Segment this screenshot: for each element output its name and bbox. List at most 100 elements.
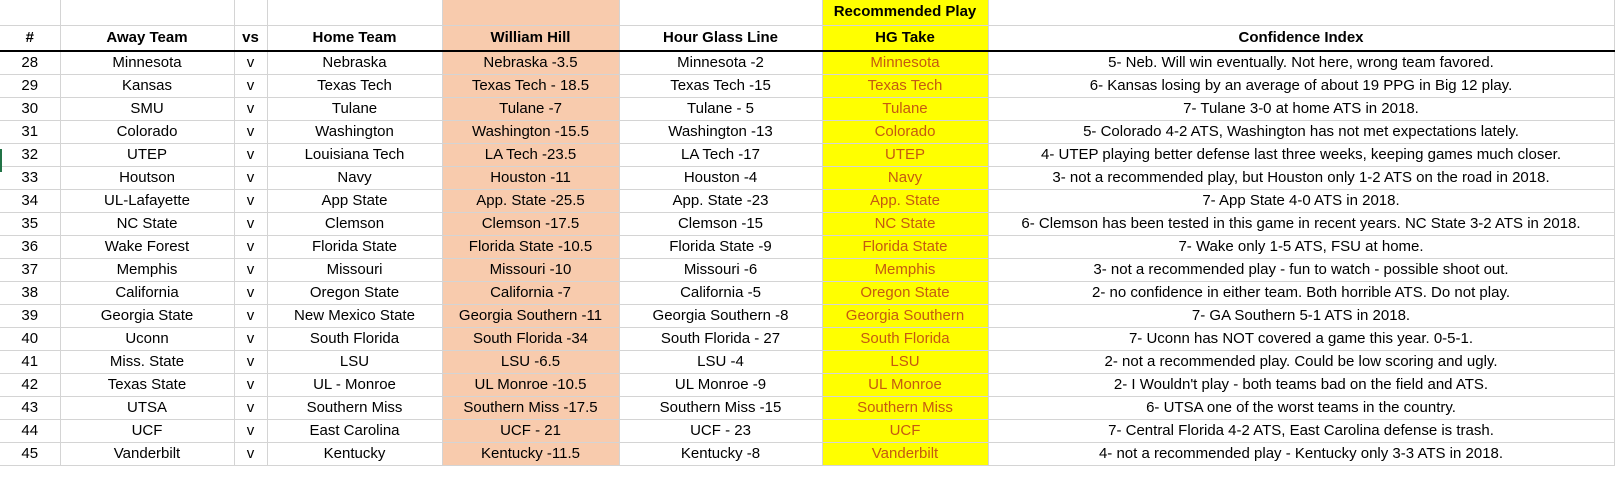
cell-home-team[interactable]: South Florida (267, 327, 443, 351)
cell-william-hill[interactable]: UL Monroe -10.5 (442, 373, 620, 397)
cell-confidence-index[interactable]: 7- Wake only 1-5 ATS, FSU at home. (988, 235, 1615, 259)
cell[interactable] (619, 0, 823, 26)
cell-away-team[interactable]: Minnesota (60, 51, 235, 75)
cell-confidence-index[interactable]: 3- not a recommended play, but Houston o… (988, 166, 1615, 190)
cell-home-team[interactable]: Tulane (267, 97, 443, 121)
cell-home-team[interactable]: App State (267, 189, 443, 213)
cell-hg-take[interactable]: UCF (822, 419, 989, 443)
cell-hg-take[interactable]: Oregon State (822, 281, 989, 305)
header-hg-take[interactable]: HG Take (822, 25, 989, 52)
cell-num[interactable]: 29 (0, 74, 61, 98)
cell-hg-take[interactable]: App. State (822, 189, 989, 213)
cell-home-team[interactable]: Washington (267, 120, 443, 144)
cell-vs[interactable]: v (234, 143, 268, 167)
cell-away-team[interactable]: Wake Forest (60, 235, 235, 259)
cell-william-hill[interactable]: Texas Tech - 18.5 (442, 74, 620, 98)
header-william-hill[interactable]: William Hill (442, 25, 620, 52)
cell[interactable] (988, 0, 1615, 26)
cell-home-team[interactable]: Oregon State (267, 281, 443, 305)
cell-num[interactable]: 34 (0, 189, 61, 213)
cell-hg-take[interactable]: Navy (822, 166, 989, 190)
cell-hg-take[interactable]: Memphis (822, 258, 989, 282)
cell-hg-take[interactable]: South Florida (822, 327, 989, 351)
cell-vs[interactable]: v (234, 235, 268, 259)
cell-hour-glass-line[interactable]: South Florida - 27 (619, 327, 823, 351)
cell-home-team[interactable]: Louisiana Tech (267, 143, 443, 167)
cell-confidence-index[interactable]: 2- I Wouldn't play - both teams bad on t… (988, 373, 1615, 397)
cell-hg-take[interactable]: UTEP (822, 143, 989, 167)
cell-vs[interactable]: v (234, 166, 268, 190)
cell-william-hill[interactable]: California -7 (442, 281, 620, 305)
cell[interactable] (442, 0, 620, 26)
cell-home-team[interactable]: Navy (267, 166, 443, 190)
cell-home-team[interactable]: Southern Miss (267, 396, 443, 420)
cell-william-hill[interactable]: UCF - 21 (442, 419, 620, 443)
cell-num[interactable]: 36 (0, 235, 61, 259)
header-num[interactable]: # (0, 25, 61, 52)
cell-vs[interactable]: v (234, 327, 268, 351)
cell-hour-glass-line[interactable]: Southern Miss -15 (619, 396, 823, 420)
header-hour-glass-line[interactable]: Hour Glass Line (619, 25, 823, 52)
cell-vs[interactable]: v (234, 74, 268, 98)
cell-away-team[interactable]: Uconn (60, 327, 235, 351)
cell-william-hill[interactable]: Kentucky -11.5 (442, 442, 620, 466)
cell-away-team[interactable]: NC State (60, 212, 235, 236)
cell-num[interactable]: 37 (0, 258, 61, 282)
cell-home-team[interactable]: Florida State (267, 235, 443, 259)
cell-vs[interactable]: v (234, 396, 268, 420)
cell-confidence-index[interactable]: 6- UTSA one of the worst teams in the co… (988, 396, 1615, 420)
cell-away-team[interactable]: UCF (60, 419, 235, 443)
cell-away-team[interactable]: UTEP (60, 143, 235, 167)
cell-hg-take[interactable]: NC State (822, 212, 989, 236)
cell-hour-glass-line[interactable]: Texas Tech -15 (619, 74, 823, 98)
cell-confidence-index[interactable]: 7- Tulane 3-0 at home ATS in 2018. (988, 97, 1615, 121)
cell-william-hill[interactable]: Clemson -17.5 (442, 212, 620, 236)
cell-william-hill[interactable]: App. State -25.5 (442, 189, 620, 213)
cell-hour-glass-line[interactable]: Clemson -15 (619, 212, 823, 236)
cell-william-hill[interactable]: Florida State -10.5 (442, 235, 620, 259)
cell-home-team[interactable]: Nebraska (267, 51, 443, 75)
cell-home-team[interactable]: LSU (267, 350, 443, 374)
cell-confidence-index[interactable]: 3- not a recommended play - fun to watch… (988, 258, 1615, 282)
cell-confidence-index[interactable]: 7- GA Southern 5-1 ATS in 2018. (988, 304, 1615, 328)
cell-hg-take[interactable]: UL Monroe (822, 373, 989, 397)
cell-away-team[interactable]: Memphis (60, 258, 235, 282)
recommended-play-header[interactable]: Recommended Play (822, 0, 989, 26)
header-away-team[interactable]: Away Team (60, 25, 235, 52)
cell-num[interactable]: 38 (0, 281, 61, 305)
cell-confidence-index[interactable]: 2- no confidence in either team. Both ho… (988, 281, 1615, 305)
cell-num[interactable]: 31 (0, 120, 61, 144)
cell-away-team[interactable]: California (60, 281, 235, 305)
cell-hg-take[interactable]: LSU (822, 350, 989, 374)
cell-confidence-index[interactable]: 7- App State 4-0 ATS in 2018. (988, 189, 1615, 213)
cell-home-team[interactable]: Clemson (267, 212, 443, 236)
cell-hour-glass-line[interactable]: Houston -4 (619, 166, 823, 190)
cell-hg-take[interactable]: Tulane (822, 97, 989, 121)
cell-home-team[interactable]: New Mexico State (267, 304, 443, 328)
cell-away-team[interactable]: Texas State (60, 373, 235, 397)
cell-confidence-index[interactable]: 5- Neb. Will win eventually. Not here, w… (988, 51, 1615, 75)
cell-num[interactable]: 40 (0, 327, 61, 351)
cell-hour-glass-line[interactable]: LA Tech -17 (619, 143, 823, 167)
cell-num[interactable]: 35 (0, 212, 61, 236)
cell-confidence-index[interactable]: 5- Colorado 4-2 ATS, Washington has not … (988, 120, 1615, 144)
cell[interactable] (60, 0, 235, 26)
cell-home-team[interactable]: UL - Monroe (267, 373, 443, 397)
cell-william-hill[interactable]: Washington -15.5 (442, 120, 620, 144)
cell-away-team[interactable]: Georgia State (60, 304, 235, 328)
cell-vs[interactable]: v (234, 212, 268, 236)
cell-home-team[interactable]: East Carolina (267, 419, 443, 443)
cell[interactable] (234, 0, 268, 26)
cell-vs[interactable]: v (234, 350, 268, 374)
cell-william-hill[interactable]: Nebraska -3.5 (442, 51, 620, 75)
cell-hg-take[interactable]: Colorado (822, 120, 989, 144)
cell-hour-glass-line[interactable]: UL Monroe -9 (619, 373, 823, 397)
cell-hour-glass-line[interactable]: Washington -13 (619, 120, 823, 144)
cell-vs[interactable]: v (234, 120, 268, 144)
cell-confidence-index[interactable]: 6- Clemson has been tested in this game … (988, 212, 1615, 236)
cell-num[interactable]: 42 (0, 373, 61, 397)
cell[interactable] (267, 0, 443, 26)
cell-vs[interactable]: v (234, 281, 268, 305)
cell-confidence-index[interactable]: 7- Central Florida 4-2 ATS, East Carolin… (988, 419, 1615, 443)
cell-hg-take[interactable]: Minnesota (822, 51, 989, 75)
